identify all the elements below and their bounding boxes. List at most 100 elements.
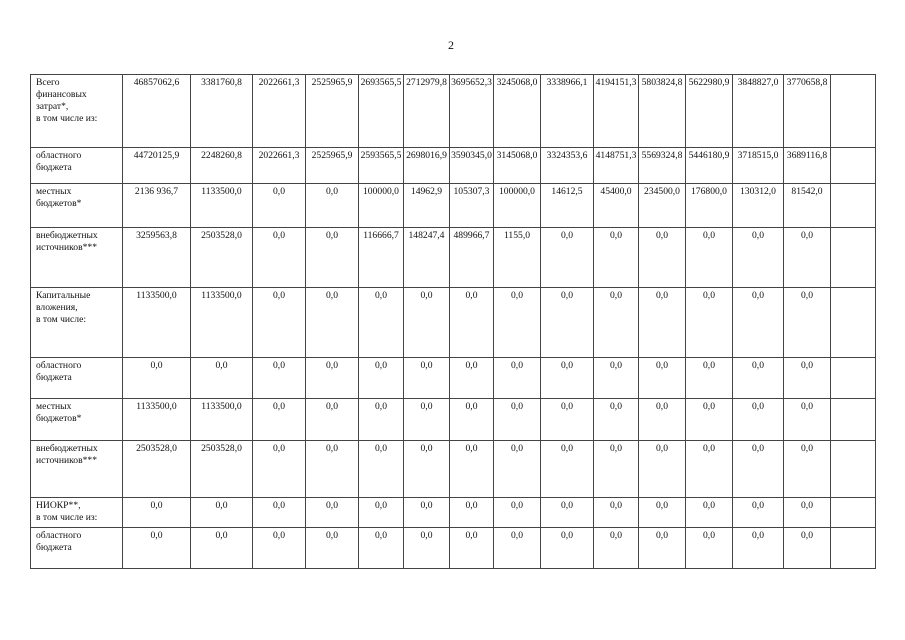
- table-cell: 0,0: [403, 287, 450, 358]
- table-cell: [830, 527, 876, 569]
- table-cell: 0,0: [252, 497, 306, 528]
- table-cell: 0,0: [638, 497, 686, 528]
- table-cell: 46857062,6: [122, 74, 191, 148]
- table-cell: 0,0: [638, 227, 686, 288]
- table-cell: 3848827,0: [732, 74, 784, 148]
- table-cell: 2712979,8: [403, 74, 450, 148]
- table-cell: 0,0: [190, 497, 253, 528]
- table-cell: 14612,5: [540, 183, 594, 228]
- table-cell: 0,0: [493, 398, 541, 441]
- table-cell: 0,0: [403, 527, 450, 569]
- table-cell: 0,0: [783, 357, 831, 399]
- table-cell: 0,0: [783, 440, 831, 498]
- table-cell: 0,0: [732, 227, 784, 288]
- table-cell: 100000,0: [493, 183, 541, 228]
- row-label: областного бюджета: [30, 527, 123, 569]
- table-cell: 0,0: [685, 440, 733, 498]
- table-row: областного бюджета 0,0 0,0 0,0 0,0 0,0 0,0 0,0 0…: [30, 357, 876, 399]
- table-cell: [830, 440, 876, 498]
- table-cell: 5803824,8: [638, 74, 686, 148]
- table-cell: 0,0: [685, 287, 733, 358]
- table-row: внебюджетных источников*** 3259563,8 25035…: [30, 227, 876, 288]
- table-cell: 0,0: [593, 287, 639, 358]
- table-cell: 2022661,3: [252, 147, 306, 184]
- table-cell: 2248260,8: [190, 147, 253, 184]
- table-cell: 0,0: [540, 497, 594, 528]
- table-cell: 0,0: [358, 287, 404, 358]
- table-cell: 0,0: [783, 398, 831, 441]
- table-row: Капитальные вложения, в том числе: 113350…: [30, 287, 876, 358]
- table-cell: 0,0: [449, 497, 494, 528]
- table-cell: 0,0: [305, 398, 359, 441]
- table-cell: 0,0: [358, 398, 404, 441]
- table-cell: 234500,0: [638, 183, 686, 228]
- table-cell: 2503528,0: [190, 440, 253, 498]
- table-cell: 0,0: [305, 227, 359, 288]
- table-cell: 0,0: [638, 398, 686, 441]
- table-cell: 5569324,8: [638, 147, 686, 184]
- table-cell: 0,0: [305, 440, 359, 498]
- table-cell: 0,0: [540, 440, 594, 498]
- table-cell: 0,0: [403, 398, 450, 441]
- table-cell: 0,0: [685, 357, 733, 399]
- table-cell: 3245068,0: [493, 74, 541, 148]
- table-cell: 3338966,1: [540, 74, 594, 148]
- table-row: местных бюджетов* 2136 936,7 1133500,0 0,0 0…: [30, 183, 876, 228]
- table-cell: 14962,9: [403, 183, 450, 228]
- table-cell: 0,0: [593, 497, 639, 528]
- table-cell: 0,0: [358, 440, 404, 498]
- table-cell: [830, 398, 876, 441]
- table-cell: 176800,0: [685, 183, 733, 228]
- table-cell: 0,0: [685, 497, 733, 528]
- table-cell: 1155,0: [493, 227, 541, 288]
- table-cell: [830, 357, 876, 399]
- row-label: НИОКР**, в том числе из:: [30, 497, 123, 528]
- table-cell: 0,0: [358, 527, 404, 569]
- table-cell: 0,0: [252, 183, 306, 228]
- table-cell: 0,0: [593, 398, 639, 441]
- table-cell: 2503528,0: [190, 227, 253, 288]
- table-cell: 1133500,0: [122, 398, 191, 441]
- table-cell: 0,0: [783, 227, 831, 288]
- table-cell: 0,0: [252, 357, 306, 399]
- table-cell: 3770658,8: [783, 74, 831, 148]
- table-cell: [830, 227, 876, 288]
- table-cell: 0,0: [638, 440, 686, 498]
- table-cell: 116666,7: [358, 227, 404, 288]
- table-cell: 0,0: [732, 440, 784, 498]
- table-cell: 0,0: [449, 398, 494, 441]
- table-cell: 2593565,5: [358, 147, 404, 184]
- table-cell: 130312,0: [732, 183, 784, 228]
- table-cell: 3324353,6: [540, 147, 594, 184]
- row-label: областного бюджета: [30, 147, 123, 184]
- table-row: областного бюджета 0,0 0,0 0,0 0,0 0,0 0,0 0,0 0…: [30, 527, 876, 569]
- table-cell: 0,0: [449, 287, 494, 358]
- table-cell: 0,0: [493, 527, 541, 569]
- table-row: внебюджетных источников*** 2503528,0 25035…: [30, 440, 876, 498]
- table-cell: 0,0: [783, 497, 831, 528]
- table-cell: 0,0: [493, 440, 541, 498]
- table-cell: 3145068,0: [493, 147, 541, 184]
- table-cell: 0,0: [783, 527, 831, 569]
- table-cell: 2525965,9: [305, 147, 359, 184]
- table-cell: 3590345,0: [449, 147, 494, 184]
- table-cell: 4148751,3: [593, 147, 639, 184]
- table-cell: 0,0: [305, 357, 359, 399]
- row-label: Капитальные вложения, в том числе:: [30, 287, 123, 358]
- table-cell: 0,0: [305, 287, 359, 358]
- table-cell: 2022661,3: [252, 74, 306, 148]
- table-cell: 0,0: [540, 398, 594, 441]
- row-label: внебюджетных источников***: [30, 440, 123, 498]
- table-cell: 0,0: [252, 527, 306, 569]
- table-cell: 3718515,0: [732, 147, 784, 184]
- table-cell: 3259563,8: [122, 227, 191, 288]
- financing-table: Всего финансовых затрат*, в том числе из…: [30, 74, 876, 569]
- table-cell: 0,0: [493, 357, 541, 399]
- table-cell: 0,0: [593, 440, 639, 498]
- table-cell: 0,0: [190, 357, 253, 399]
- table-cell: 0,0: [732, 497, 784, 528]
- table-cell: 0,0: [122, 357, 191, 399]
- table-row: Всего финансовых затрат*, в том числе из…: [30, 74, 876, 148]
- table-cell: 2136 936,7: [122, 183, 191, 228]
- table-cell: 3381760,8: [190, 74, 253, 148]
